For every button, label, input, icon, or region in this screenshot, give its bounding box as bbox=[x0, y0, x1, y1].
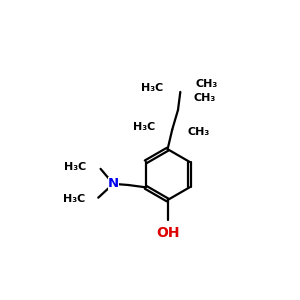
Text: N: N bbox=[108, 177, 119, 190]
Text: H₃C: H₃C bbox=[64, 161, 87, 172]
Text: H₃C: H₃C bbox=[141, 83, 163, 93]
Text: CH₃: CH₃ bbox=[195, 79, 218, 89]
Text: H₃C: H₃C bbox=[133, 122, 155, 132]
Text: H₃C: H₃C bbox=[63, 194, 86, 204]
Text: OH: OH bbox=[156, 226, 179, 240]
Text: CH₃: CH₃ bbox=[193, 93, 215, 103]
Text: CH₃: CH₃ bbox=[187, 127, 209, 137]
